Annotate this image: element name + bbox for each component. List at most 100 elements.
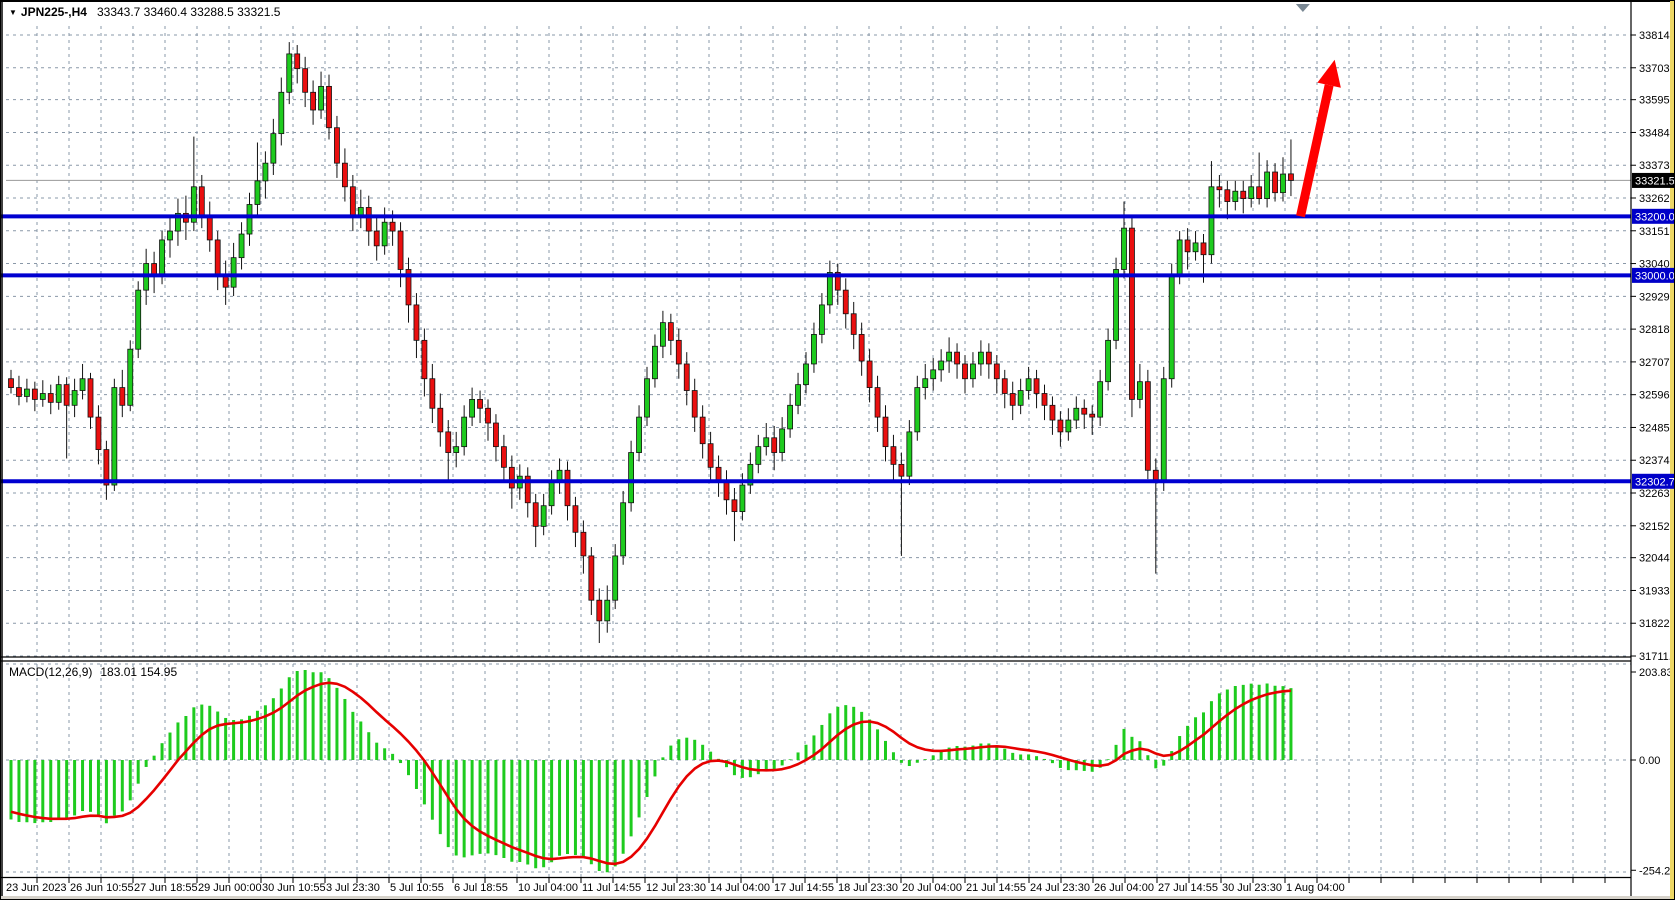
candle: [1272, 163, 1278, 202]
candle: [111, 378, 118, 491]
candle: [16, 375, 22, 406]
candle: [1224, 180, 1231, 220]
time-axis-label[interactable]: 11 Jul 14:55: [582, 882, 641, 894]
time-axis-label[interactable]: 27 Jul 14:55: [1158, 882, 1218, 894]
candle: [866, 349, 873, 403]
time-axis-label[interactable]: 27 Jun 18:55: [134, 882, 198, 894]
candle: [230, 242, 237, 297]
candle: [95, 405, 102, 465]
candle: [755, 434, 762, 474]
candle: [1216, 174, 1223, 208]
candle: [79, 363, 86, 400]
candle: [1017, 378, 1024, 415]
candle: [63, 377, 70, 459]
candle: [1073, 396, 1080, 429]
candle: [373, 216, 380, 261]
annotations[interactable]: [1295, 4, 1341, 218]
time-axis-label[interactable]: 24 Jul 23:30: [1030, 882, 1090, 894]
candle: [349, 174, 356, 232]
time-axis-label[interactable]: 26 Jun 10:55: [70, 882, 134, 894]
price-pane: [1, 42, 1631, 644]
chart-shift-marker-icon[interactable]: [1295, 4, 1310, 12]
svg-text:33000.0: 33000.0: [1635, 270, 1675, 282]
price-axis-tick: 32707.0: [1639, 357, 1675, 369]
candle: [699, 405, 706, 459]
time-axis-label[interactable]: 18 Jul 23:30: [838, 882, 898, 894]
time-axis-label[interactable]: 1 Aug 04:00: [1286, 882, 1345, 894]
candle: [206, 201, 213, 252]
candle: [580, 520, 587, 574]
candle: [302, 56, 309, 108]
candle: [985, 343, 992, 379]
candle: [660, 310, 666, 359]
time-axis-label[interactable]: 20 Jul 04:00: [902, 882, 962, 894]
candle: [811, 322, 817, 373]
price-axis-tick: 33262.0: [1639, 193, 1675, 205]
candle: [1137, 363, 1143, 409]
candle: [652, 334, 658, 388]
time-axis-label[interactable]: 30 Jul 23:30: [1222, 882, 1282, 894]
candle: [55, 375, 62, 410]
price-axis-tick: 32596.0: [1639, 390, 1675, 402]
candle: [1049, 396, 1056, 435]
candle: [826, 260, 833, 314]
time-axis-label[interactable]: 30 Jun 10:55: [262, 882, 326, 894]
candle: [978, 340, 984, 376]
candle: [1160, 366, 1167, 491]
macd-axis-tick: 0.00: [1639, 755, 1660, 767]
time-axis-label[interactable]: 23 Jun 2023: [6, 882, 67, 894]
candle: [1081, 399, 1088, 429]
price-label-box: 33000.0: [1632, 267, 1675, 283]
candle: [294, 45, 301, 84]
candle: [707, 431, 714, 483]
candle: [763, 423, 770, 456]
price-axis-tick: 33151.0: [1639, 226, 1675, 238]
candle: [500, 434, 507, 483]
symbol-dropdown-icon[interactable]: ▼: [9, 8, 17, 17]
time-axis-label[interactable]: 12 Jul 23:30: [646, 882, 706, 894]
candle: [850, 301, 857, 350]
time-axis-label[interactable]: 21 Jul 14:55: [966, 882, 1026, 894]
candle: [397, 222, 404, 288]
price-axis-tick: 31711.0: [1639, 651, 1675, 663]
time-axis-label[interactable]: 5 Jul 10:55: [390, 882, 444, 894]
candle: [922, 363, 929, 400]
trend-arrow[interactable]: [1296, 84, 1334, 218]
time-axis-label[interactable]: 10 Jul 04:00: [518, 882, 578, 894]
candle: [1184, 228, 1191, 270]
time-axis-label[interactable]: 29 Jun 00:00: [198, 882, 262, 894]
candle: [318, 71, 324, 119]
svg-text:33200.0: 33200.0: [1635, 211, 1675, 223]
candle: [1152, 458, 1159, 574]
candle: [1144, 369, 1151, 480]
candle: [262, 151, 269, 199]
candle: [23, 378, 30, 403]
price-axis-tick: 31933.0: [1639, 585, 1675, 597]
time-axis-label[interactable]: 26 Jul 04:00: [1094, 882, 1154, 894]
candle: [1057, 411, 1064, 447]
candle: [246, 192, 253, 246]
candle: [1121, 201, 1127, 279]
candle: [485, 399, 491, 441]
candle: [254, 142, 261, 217]
candle: [628, 440, 634, 512]
candle: [667, 313, 674, 356]
price-label-box: 32302.7: [1632, 473, 1674, 489]
time-axis-label[interactable]: 6 Jul 18:55: [454, 882, 508, 894]
macd-axis-tick: -254.28: [1639, 865, 1675, 877]
candle: [135, 281, 142, 359]
macd-indicator-label: MACD(12,26,9) 183.01 154.95: [9, 665, 177, 679]
price-axis-tick: 33814.0: [1639, 30, 1675, 42]
candle: [286, 42, 293, 105]
time-axis-label[interactable]: 17 Jul 14:55: [774, 882, 834, 894]
time-axis-label[interactable]: 14 Jul 04:00: [710, 882, 770, 894]
candle: [453, 431, 460, 468]
candle: [715, 455, 722, 497]
time-axis-label[interactable]: 3 Jul 23:30: [326, 882, 380, 894]
candle: [946, 337, 952, 373]
candle: [898, 452, 905, 556]
price-axis-tick: 32263.0: [1639, 488, 1675, 500]
candle: [31, 381, 38, 412]
